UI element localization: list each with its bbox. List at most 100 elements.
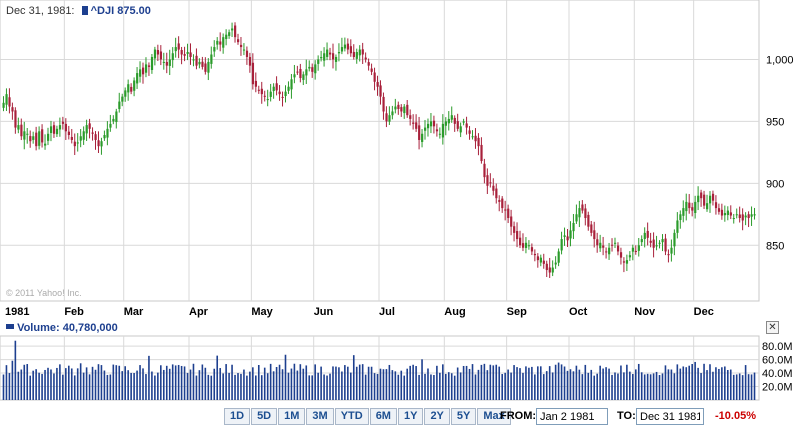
price-tick-label: 1,000 — [766, 54, 794, 66]
close-volume-button[interactable]: ✕ — [766, 321, 779, 334]
volume-bar — [186, 372, 189, 400]
candle — [412, 114, 415, 130]
volume-bar — [640, 372, 643, 400]
candle-body — [201, 61, 204, 67]
candle — [41, 124, 44, 148]
volume-bars — [2, 340, 756, 400]
candle-body — [468, 130, 471, 134]
from-date-input[interactable] — [536, 408, 608, 425]
candle — [308, 60, 311, 72]
candle — [483, 158, 486, 184]
candle — [706, 194, 709, 212]
candle — [91, 127, 94, 141]
candle-body — [49, 126, 53, 134]
volume-bar — [124, 366, 126, 400]
candle-body — [85, 125, 88, 134]
candle — [717, 203, 721, 215]
volume-tick-label: 80.0M — [762, 341, 793, 353]
candle — [192, 54, 195, 67]
range-button-3m[interactable]: 3M — [306, 408, 334, 425]
range-button-max[interactable]: Max — [477, 408, 511, 425]
volume-tick-label: 60.0M — [762, 355, 793, 367]
candle — [676, 212, 679, 239]
candle — [82, 126, 85, 145]
candle-body — [272, 86, 275, 92]
volume-bar — [148, 355, 150, 400]
candle — [35, 126, 38, 151]
volume-bar — [243, 369, 245, 400]
volume-bar — [735, 374, 738, 400]
volume-bar — [127, 370, 129, 400]
volume-bar — [566, 370, 569, 400]
range-button-1m[interactable]: 1M — [278, 408, 306, 425]
volume-bar — [160, 365, 162, 400]
volume-bar — [17, 371, 20, 400]
candle — [489, 173, 492, 188]
range-button-5d[interactable]: 5D — [251, 408, 278, 425]
candle — [661, 234, 664, 252]
candle-body — [100, 141, 103, 147]
candle — [97, 131, 100, 154]
candle-body — [231, 28, 234, 31]
range-button-2y[interactable]: 2Y — [424, 408, 450, 425]
x-tick-label: Aug — [444, 306, 465, 318]
volume-bar — [112, 364, 115, 400]
candle — [673, 229, 676, 256]
candle — [103, 130, 106, 141]
volume-bar — [287, 372, 290, 400]
candle — [352, 44, 355, 60]
volume-bar — [281, 369, 284, 400]
candle-body — [637, 245, 640, 251]
range-button-1y[interactable]: 1Y — [397, 408, 424, 425]
candle — [708, 191, 712, 213]
candle-body — [658, 242, 661, 244]
candle — [587, 211, 590, 231]
volume-bar — [198, 370, 201, 400]
candle — [697, 186, 700, 211]
candle — [658, 240, 661, 249]
candle-body — [305, 69, 308, 76]
range-button-5y[interactable]: 5Y — [450, 408, 477, 425]
volume-bar — [323, 374, 325, 400]
candle — [14, 107, 17, 134]
range-button-6m[interactable]: 6M — [369, 408, 397, 425]
volume-bar — [388, 364, 391, 400]
volume-bar — [658, 375, 661, 400]
volume-bar — [504, 372, 506, 400]
volume-bar — [726, 369, 729, 400]
candle — [266, 89, 269, 107]
candle-body — [204, 63, 207, 72]
range-button-ytd[interactable]: YTD — [334, 408, 369, 425]
to-date-input[interactable] — [636, 408, 704, 425]
candle — [530, 243, 534, 256]
volume-bar — [575, 365, 578, 400]
candle-body — [679, 214, 682, 220]
candle — [694, 195, 697, 219]
range-button-1d[interactable]: 1D — [224, 408, 251, 425]
candle-body — [682, 208, 685, 216]
candle-body — [622, 261, 626, 263]
candle — [545, 260, 548, 277]
volume-bar — [2, 374, 5, 400]
volume-bar — [364, 374, 367, 400]
candle-body — [507, 208, 510, 219]
volume-bar — [572, 371, 575, 400]
candle-body — [257, 89, 260, 91]
candle-body — [424, 127, 427, 131]
candle — [334, 54, 338, 71]
volume-bar — [626, 364, 628, 400]
volume-bar — [468, 368, 471, 400]
volume-bar — [495, 364, 498, 400]
volume-bar — [453, 375, 456, 400]
candle-body — [516, 231, 519, 240]
candle-body — [429, 121, 433, 127]
volume-bar — [130, 372, 132, 400]
candle-body — [548, 267, 551, 273]
candle-body — [320, 56, 323, 59]
candle-body — [225, 34, 228, 40]
volume-bar — [593, 375, 596, 400]
candle-body — [58, 125, 62, 130]
volume-bar — [249, 371, 251, 400]
candle — [735, 208, 738, 219]
volume-bar — [442, 364, 444, 400]
